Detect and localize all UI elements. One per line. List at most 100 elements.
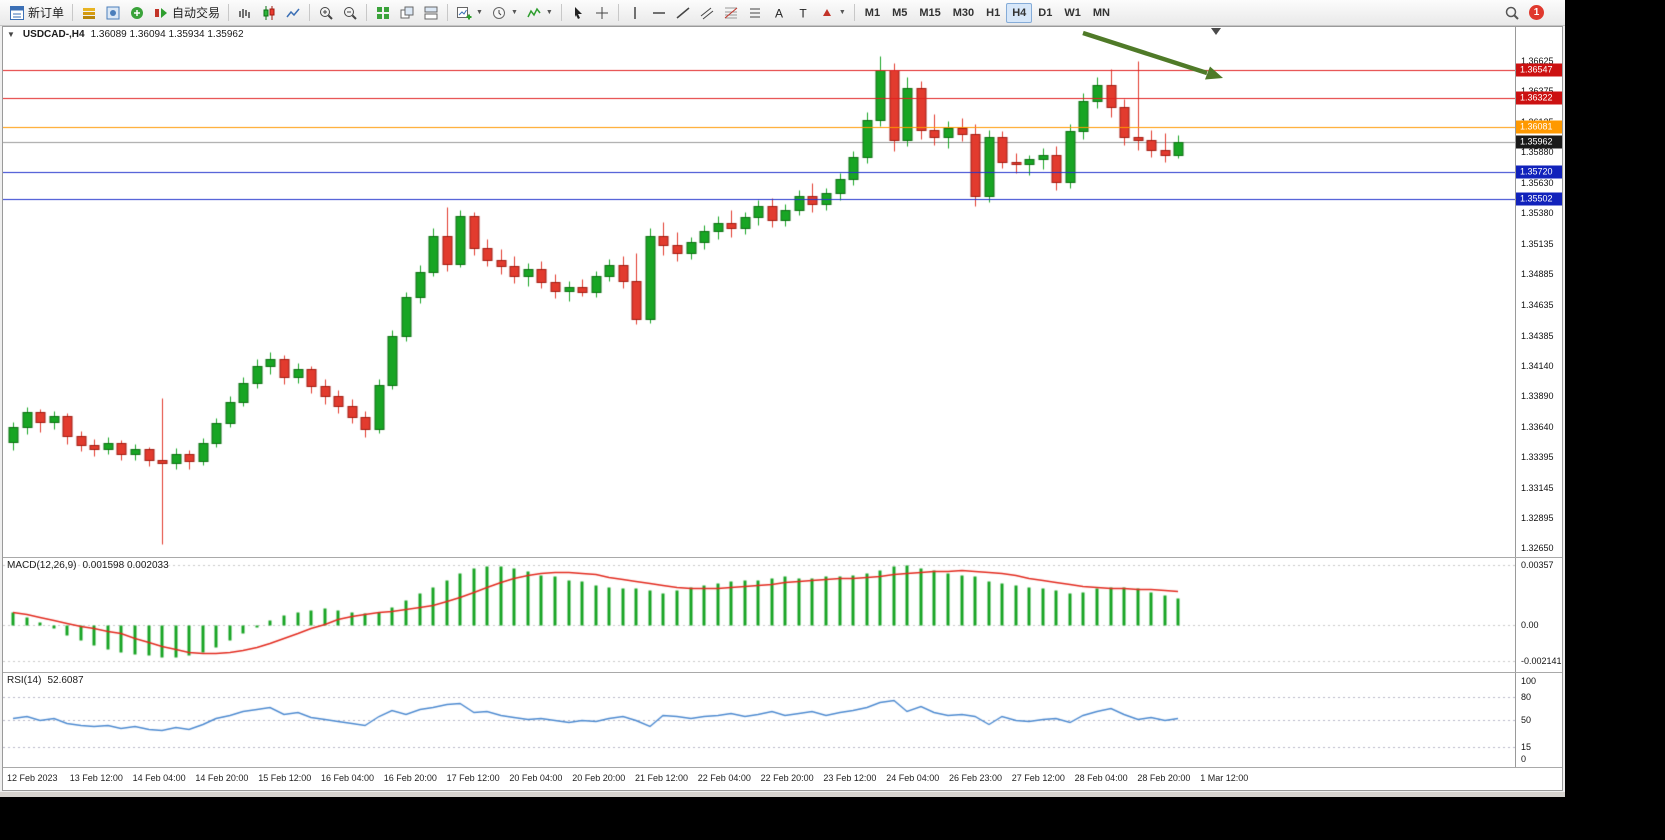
chart-ohlc: 1.36089 1.36094 1.35934 1.35962 [90, 29, 244, 40]
hline-price-badge: 1.36081 [1516, 120, 1562, 134]
price-axis-label: 1.32895 [1521, 513, 1554, 524]
crosshair-button[interactable] [590, 2, 614, 24]
arrows-button[interactable]: ▼ [815, 2, 850, 24]
arrange-windows-icon [423, 5, 439, 21]
hline-price-badge: 1.36322 [1516, 91, 1562, 105]
dropdown-caret-icon: ▼ [510, 9, 518, 16]
zoom-in-button[interactable] [314, 2, 338, 24]
chart-title-bar: ▼ USDCAD-,H4 1.36089 1.36094 1.35934 1.3… [7, 29, 244, 40]
data-window-button[interactable] [101, 2, 125, 24]
chart-shift-marker[interactable] [1211, 28, 1221, 35]
search-icon[interactable] [1504, 5, 1520, 21]
trendline-button[interactable] [671, 2, 695, 24]
data-window-icon [105, 5, 121, 21]
time-axis-label: 26 Feb 23:00 [949, 773, 1003, 783]
shapes-button[interactable] [743, 2, 767, 24]
time-axis-label: 16 Feb 20:00 [383, 773, 437, 783]
bars-chart-button[interactable] [233, 2, 257, 24]
time-axis[interactable]: 12 Feb 2023 13 Feb 12:00 14 Feb 04:00 14 Fe… [3, 768, 1515, 790]
candles-chart-icon [261, 5, 277, 21]
timeframe-d1-button[interactable]: D1 [1032, 3, 1058, 23]
one-click-trading-toggle[interactable]: ▼ [7, 30, 15, 39]
zoom-out-button[interactable] [338, 2, 362, 24]
cursor-icon [570, 5, 586, 21]
toolbar-separator [560, 4, 562, 21]
period-button[interactable]: ▼ [487, 2, 522, 24]
svg-text:T: T [799, 6, 807, 20]
tile-windows-button[interactable] [371, 2, 395, 24]
toolbar-separator [366, 4, 368, 21]
timeframe-h1-button[interactable]: H1 [980, 3, 1006, 23]
pane-divider[interactable] [3, 767, 1562, 768]
text-icon: A [771, 5, 787, 21]
crosshair-icon [594, 5, 610, 21]
channel-button[interactable] [695, 2, 719, 24]
autotrading-button[interactable]: 自动交易 [149, 2, 224, 24]
hline-button[interactable] [647, 2, 671, 24]
cursor-button[interactable] [566, 2, 590, 24]
zoom-in-icon [318, 5, 334, 21]
macd-canvas[interactable] [3, 558, 1515, 672]
price-axis-label: 1.33640 [1521, 421, 1554, 432]
rsi-axis-label: 80 [1521, 691, 1532, 702]
arrows-icon [819, 5, 835, 21]
time-axis-label: 28 Feb 04:00 [1074, 773, 1128, 783]
price-axis-label: 1.32650 [1521, 543, 1554, 554]
hline-price-badge: 1.35720 [1516, 165, 1562, 179]
rsi-axis-label: 15 [1521, 742, 1532, 753]
text-button[interactable]: A [767, 2, 791, 24]
fibo-button[interactable] [719, 2, 743, 24]
timeframe-mn-button[interactable]: MN [1087, 3, 1116, 23]
pane-divider[interactable] [3, 557, 1562, 558]
macd-pane[interactable]: MACD(12,26,9) 0.001598 0.002033 [3, 558, 1515, 672]
timeframe-m1-button[interactable]: M1 [859, 3, 886, 23]
vline-button[interactable] [623, 2, 647, 24]
new-chart-button[interactable]: ▼ [452, 2, 487, 24]
chart-symbol-period: USDCAD-,H4 [22, 29, 85, 40]
cascade-windows-button[interactable] [395, 2, 419, 24]
price-canvas[interactable] [3, 27, 1515, 557]
line-chart-button[interactable] [281, 2, 305, 24]
toolbar-separator [853, 4, 855, 21]
candles-chart-button[interactable] [257, 2, 281, 24]
time-axis-label: 20 Feb 20:00 [572, 773, 626, 783]
time-axis-label: 17 Feb 12:00 [446, 773, 500, 783]
dropdown-caret-icon: ▼ [545, 9, 553, 16]
timeframe-h4-button[interactable]: H4 [1006, 2, 1033, 23]
price-pane[interactable]: ▼ USDCAD-,H4 1.36089 1.36094 1.35934 1.3… [3, 27, 1515, 557]
rsi-axis-label: 0 [1521, 754, 1527, 765]
new-order-button[interactable]: 新订单 [5, 2, 68, 24]
time-axis-label: 14 Feb 20:00 [195, 773, 249, 783]
price-axis-label: 1.35630 [1521, 177, 1554, 188]
timeframe-m5-button[interactable]: M5 [886, 3, 913, 23]
time-axis-label: 13 Feb 12:00 [69, 773, 123, 783]
navigator-button[interactable] [125, 2, 149, 24]
tile-windows-icon [375, 5, 391, 21]
time-axis-label: 15 Feb 12:00 [258, 773, 312, 783]
rsi-canvas[interactable] [3, 673, 1515, 767]
time-axis-label: 12 Feb 2023 [7, 773, 58, 783]
price-axis-label: 1.35880 [1521, 147, 1554, 158]
macd-values: 0.001598 0.002033 [82, 560, 169, 571]
macd-axis-label: 0.00357 [1521, 560, 1554, 571]
indicators-button[interactable]: ▼ [522, 2, 557, 24]
pane-divider[interactable] [3, 672, 1562, 673]
price-axis-label: 1.36625 [1521, 55, 1554, 66]
arrange-windows-button[interactable] [419, 2, 443, 24]
price-axis[interactable]: 1.366251.363751.361251.358801.356301.353… [1515, 27, 1562, 768]
toolbar-separator [309, 4, 311, 21]
line-chart-icon [285, 5, 301, 21]
indicators-icon [526, 5, 542, 21]
time-axis-label: 1 Mar 12:00 [1200, 773, 1249, 783]
timeframe-m15-button[interactable]: M15 [913, 3, 946, 23]
hline-icon [651, 5, 667, 21]
label-icon: T [795, 5, 811, 21]
main-toolbar: 新订单 自动交易 ▼ ▼ ▼ A T ▼ M1 M5 M15 M30 H1 H4 D1 W1 MN 1 [0, 0, 1565, 26]
timeframe-w1-button[interactable]: W1 [1058, 3, 1087, 23]
label-button[interactable]: T [791, 2, 815, 24]
timeframe-m30-button[interactable]: M30 [947, 3, 980, 23]
rsi-pane[interactable]: RSI(14) 52.6087 [3, 673, 1515, 767]
zoom-out-icon [342, 5, 358, 21]
notification-badge[interactable]: 1 [1529, 5, 1544, 20]
market-watch-button[interactable] [77, 2, 101, 24]
